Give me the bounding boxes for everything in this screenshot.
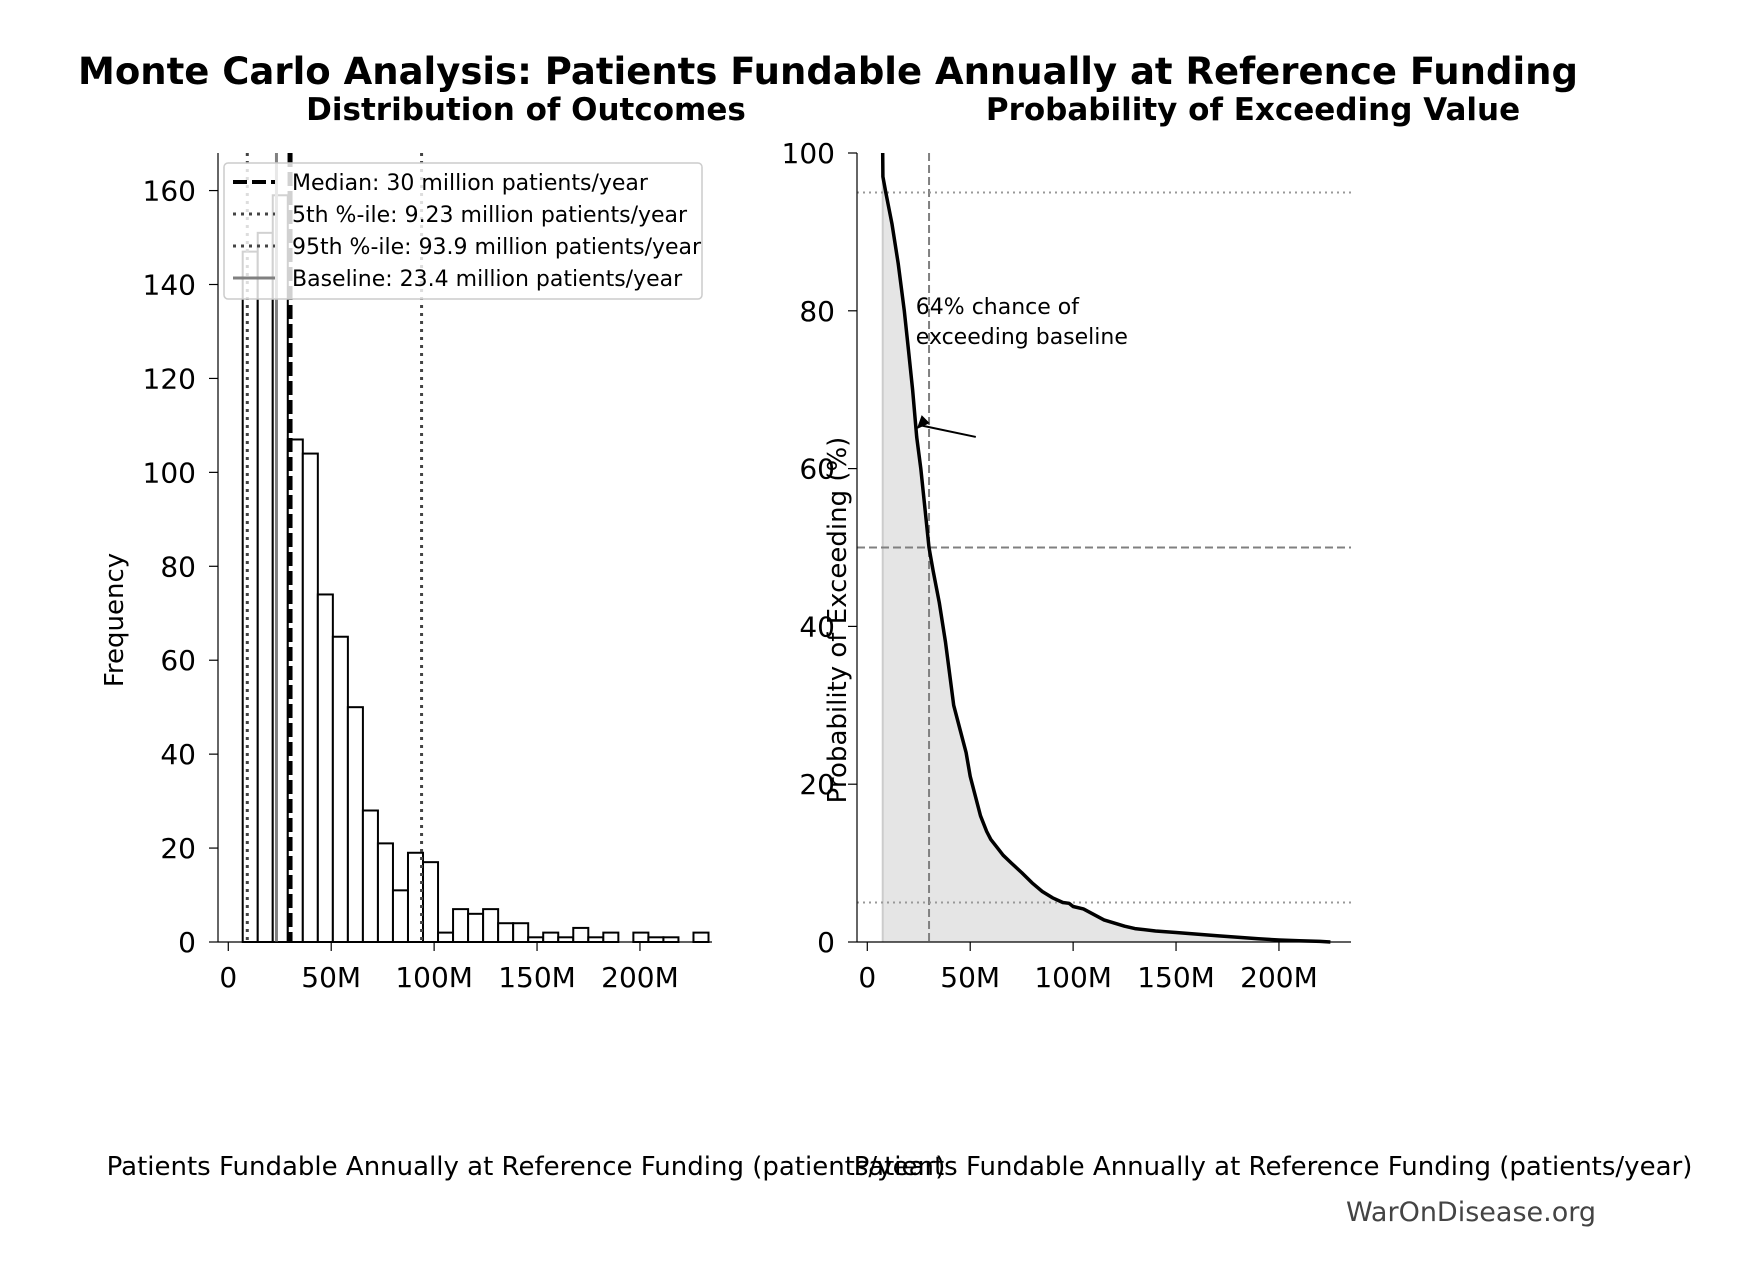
- histogram-bar: [662, 936, 680, 944]
- histogram-bar: [602, 931, 620, 943]
- annotation-text: exceeding baseline: [916, 325, 1128, 350]
- legend-frame: [223, 162, 703, 300]
- figure-title: Monte Carlo Analysis: Patients Fundable …: [78, 50, 1578, 93]
- x-tick-label: 50M: [940, 961, 1000, 994]
- x-tick-label: 0: [219, 961, 237, 994]
- histogram-bars: [241, 194, 710, 944]
- histogram-bar: [422, 861, 440, 943]
- histogram-bar: [361, 809, 379, 943]
- exceedance-annotation: 64% chance of exceeding baseline: [916, 295, 1128, 438]
- y-tick-label: 100: [782, 137, 835, 170]
- y-tick-label: 20: [799, 768, 835, 801]
- exceedance-area: [881, 153, 1331, 942]
- exceedance-axes: 0 20 40 60 80 100 0 50M 100M 150M 200M: [782, 137, 1351, 994]
- histogram-bar: [497, 922, 515, 944]
- histogram-bar: [437, 931, 455, 943]
- histogram-title: Distribution of Outcomes: [306, 92, 746, 128]
- x-tick-label: 50M: [301, 961, 361, 994]
- x-tick-label: 150M: [498, 961, 576, 994]
- histogram-bar: [572, 926, 590, 943]
- legend-label: 95th %-ile: 93.9 million patients/year: [292, 235, 702, 260]
- annotation-text: 64% chance of: [916, 295, 1080, 320]
- y-tick-label: 140: [143, 269, 196, 302]
- annotation-arrow: [919, 424, 977, 438]
- histogram-bar: [647, 936, 665, 944]
- legend-label: Baseline: 23.4 million patients/year: [292, 267, 683, 292]
- exceedance-title: Probability of Exceeding Value: [986, 92, 1520, 128]
- y-tick-label: 40: [160, 738, 196, 771]
- histogram-bar: [542, 931, 560, 943]
- histogram-panel: Distribution of Outcomes 0 20 40 60 80 100 120…: [100, 92, 945, 1182]
- y-tick-label: 40: [799, 610, 835, 643]
- y-tick-label: 0: [178, 926, 196, 959]
- histogram-bar: [301, 452, 319, 943]
- histogram-axes: 0 20 40 60 80 100 120 140 160 0 50M 100M 150M 200M: [143, 153, 712, 994]
- histogram-bar: [512, 922, 530, 944]
- histogram-bar: [587, 936, 605, 944]
- x-tick-label: 200M: [601, 961, 679, 994]
- exceedance-curve: [880, 152, 1331, 944]
- histogram-bar: [482, 908, 500, 943]
- y-tick-label: 20: [160, 832, 196, 865]
- histogram-bar: [376, 842, 394, 943]
- histogram-bar: [391, 889, 409, 944]
- watermark: WarOnDisease.org: [1346, 1197, 1596, 1228]
- legend-label: 5th %-ile: 9.23 million patients/year: [292, 203, 688, 228]
- exceedance-xlabel: Patients Fundable Annually at Reference …: [854, 1152, 1693, 1182]
- histogram-ylabel: Frequency: [100, 553, 130, 687]
- y-tick-label: 80: [799, 295, 835, 328]
- exceedance-line: [880, 152, 1331, 944]
- histogram-bar: [692, 931, 710, 943]
- y-tick-label: 60: [799, 453, 835, 486]
- histogram-bar: [467, 912, 485, 943]
- exceedance-ylabel: Probability of Exceeding (%): [823, 437, 853, 804]
- exceedance-fill: [882, 153, 1331, 942]
- exceedance-reference-lines: [857, 153, 1351, 942]
- y-tick-label: 160: [143, 175, 196, 208]
- exceedance-panel: Probability of Exceeding Value 0 20 40 60 80…: [782, 92, 1693, 1182]
- histogram-bar: [331, 635, 349, 943]
- histogram-legend: Median: 30 million patients/year 5th %-il…: [223, 162, 703, 300]
- histogram-bar: [316, 593, 334, 943]
- histogram-bar: [632, 931, 650, 943]
- x-tick-label: 150M: [1137, 961, 1215, 994]
- y-tick-label: 120: [143, 362, 196, 395]
- y-tick-label: 100: [143, 456, 196, 489]
- legend-label: Median: 30 million patients/year: [292, 171, 649, 196]
- histogram-bar: [256, 231, 274, 943]
- x-tick-label: 100M: [1034, 961, 1112, 994]
- histogram-bar: [241, 250, 259, 943]
- y-tick-label: 60: [160, 644, 196, 677]
- histogram-xlabel: Patients Fundable Annually at Reference …: [107, 1152, 946, 1182]
- y-tick-label: 0: [817, 926, 835, 959]
- histogram-bar: [527, 936, 545, 944]
- y-tick-label: 80: [160, 550, 196, 583]
- x-tick-label: 200M: [1240, 961, 1318, 994]
- annotation-arrowhead: [916, 415, 930, 430]
- histogram-bar: [452, 908, 470, 943]
- histogram-bar: [557, 936, 575, 944]
- x-tick-label: 100M: [395, 961, 473, 994]
- histogram-bar: [346, 706, 364, 944]
- x-tick-label: 0: [858, 961, 876, 994]
